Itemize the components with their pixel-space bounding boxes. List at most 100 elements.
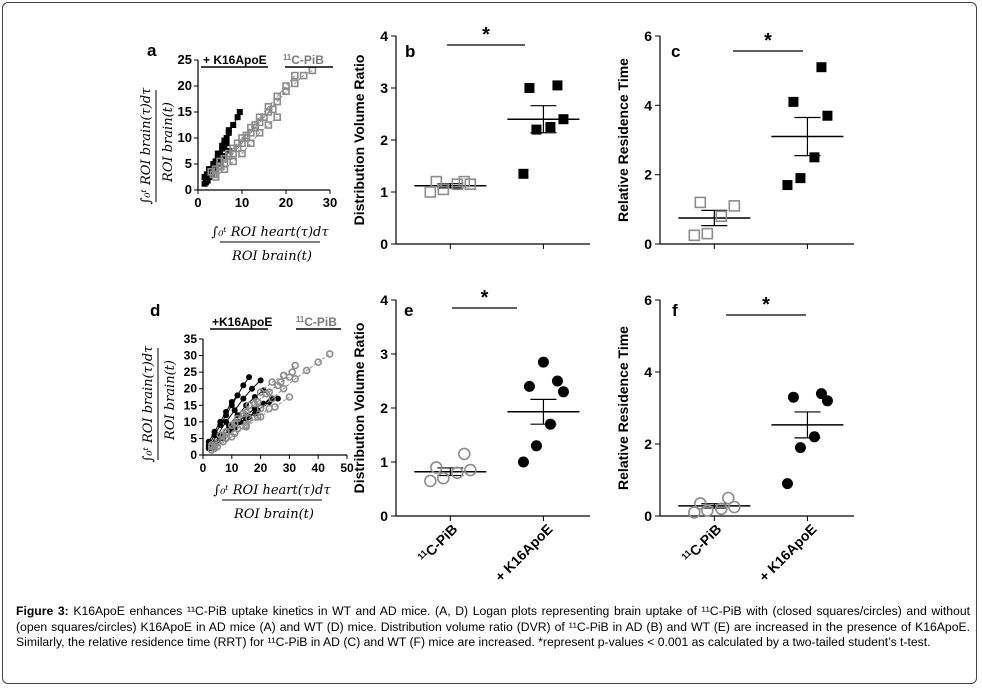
y-tick-label: 4 [380,292,388,308]
data-point [216,431,225,439]
category-label-text: 11C-PiB [415,521,460,566]
data-point [237,418,244,425]
data-point [242,131,251,140]
data-point [787,391,799,403]
data-point [217,418,224,425]
x-tick-label: 10 [225,461,239,475]
data-point [458,447,471,461]
data-point [221,137,228,144]
y-tick-label: 15 [184,398,198,412]
data-point [246,374,253,381]
data-point [694,497,707,510]
data-point [260,113,268,121]
x-label-denominator: ROI brain(t) [233,507,314,522]
data-point [220,165,229,173]
data-point [264,121,273,129]
data-point [325,350,334,358]
data-point [458,175,471,188]
data-point [822,110,833,121]
caption-text: K16ApoE enhances ¹¹C-PiB uptake kinetics… [16,604,970,650]
data-point [728,200,741,212]
data-point [201,174,208,180]
data-point [225,127,232,134]
data-point [545,122,556,132]
panel-letter: c [671,42,680,61]
y-tick-label: 5 [190,431,197,445]
data-point [537,356,549,368]
group-label-k16apoe: +K16ApoE [212,315,272,329]
data-point [234,114,241,121]
series-line [214,365,296,446]
panel-letter: e [404,301,413,320]
y-label-numerator: ∫₀ᵗ ROI brain(τ)dτ [141,345,156,463]
category-label-text: + K16ApoE [492,521,556,585]
data-point [437,471,450,485]
data-point [701,227,714,240]
data-point [552,80,563,91]
data-point [238,149,246,158]
y-tick-label: 0 [380,236,388,252]
category-label: 11C-PiB [679,521,724,566]
data-point [207,168,215,176]
data-point [815,388,827,400]
data-point [223,408,230,415]
y-axis-label: ∫₀ᵗ ROI brain(τ)dτ ROI brain(t) [141,345,178,463]
data-point [266,398,273,405]
y-tick-label: 20 [184,382,198,396]
data-point [274,395,281,402]
data-point [291,361,299,370]
data-point [240,395,247,402]
panel-letter: d [150,301,160,320]
data-point [234,392,241,399]
data-point [204,177,211,184]
data-point [240,382,247,389]
data-point [530,440,542,452]
x-tick-label: 30 [283,461,297,475]
y-tick-label: 20 [178,78,192,93]
y-tick-label: 15 [178,104,192,119]
category-label: 11C-PiB [415,521,460,566]
caption-label: Figure 3: [16,604,69,618]
data-point [290,71,299,80]
data-point [201,180,208,187]
data-point [210,161,217,167]
data-point [688,229,701,242]
y-tick-label: 4 [644,97,652,113]
figure-caption: Figure 3: K16ApoE enhances ¹¹C-PiB uptak… [16,604,970,651]
data-point [557,386,569,398]
x-tick-label: 10 [235,195,249,210]
data-point [230,429,239,438]
x-tick-label: 40 [312,461,326,475]
y-tick-label: 3 [380,80,388,96]
data-point [782,180,793,191]
data-point [273,92,282,101]
data-point [253,413,262,421]
significance-star: * [762,294,770,316]
data-point [257,377,264,384]
data-point [821,395,833,407]
y-tick-label: 2 [644,167,652,183]
y-axis-label: Relative Residence Time [615,326,631,490]
data-point [219,142,226,149]
y-tick-label: 5 [185,156,192,171]
x-label-numerator: ∫₀ᵗ ROI heart(τ)dτ [211,225,329,240]
x-tick-label: 20 [254,461,268,475]
y-label-denominator: ROI brain(t) [163,360,178,441]
data-point [558,114,569,125]
data-point [214,150,221,157]
y-tick-label: 25 [178,52,192,67]
data-point [551,375,563,387]
data-point [247,139,255,147]
group-label-pib: 11C-PiB [296,315,337,330]
data-point [314,358,323,367]
data-point [245,414,253,423]
data-point [282,87,290,95]
data-point [694,196,707,209]
data-point [794,442,806,454]
y-tick-label: 1 [380,184,388,200]
y-tick-label: 4 [644,364,652,380]
x-tick-label: 50 [340,461,354,475]
data-point [524,83,535,93]
y-tick-label: 3 [380,346,388,362]
category-label-text: 11C-PiB [679,521,724,566]
